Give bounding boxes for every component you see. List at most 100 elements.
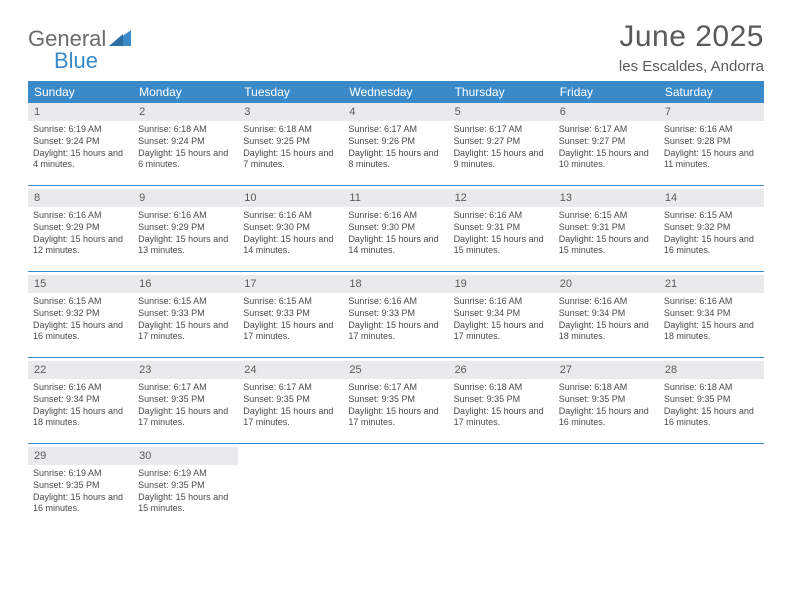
sunset-line: Sunset: 9:35 PM: [243, 394, 338, 406]
sunset-line: Sunset: 9:35 PM: [559, 394, 654, 406]
day-cell: 29Sunrise: 6:19 AMSunset: 9:35 PMDayligh…: [28, 447, 133, 529]
daylight-line: Daylight: 15 hours and 16 minutes.: [664, 234, 759, 257]
sunrise-line: Sunrise: 6:16 AM: [559, 296, 654, 308]
daylight-line: Daylight: 15 hours and 12 minutes.: [33, 234, 128, 257]
day-body: Sunrise: 6:19 AMSunset: 9:35 PMDaylight:…: [133, 465, 238, 520]
sunrise-line: Sunrise: 6:16 AM: [664, 124, 759, 136]
sunset-line: Sunset: 9:35 PM: [348, 394, 443, 406]
day-number: 27: [554, 361, 659, 379]
sunrise-line: Sunrise: 6:19 AM: [33, 468, 128, 480]
day-cell: 23Sunrise: 6:17 AMSunset: 9:35 PMDayligh…: [133, 361, 238, 443]
daylight-line: Daylight: 15 hours and 17 minutes.: [348, 320, 443, 343]
day-number: 28: [659, 361, 764, 379]
sunset-line: Sunset: 9:24 PM: [33, 136, 128, 148]
sunset-line: Sunset: 9:34 PM: [559, 308, 654, 320]
day-body: Sunrise: 6:16 AMSunset: 9:30 PMDaylight:…: [238, 207, 343, 262]
sunrise-line: Sunrise: 6:16 AM: [243, 210, 338, 222]
logo-text-2: Blue: [54, 48, 98, 74]
day-body: Sunrise: 6:16 AMSunset: 9:33 PMDaylight:…: [343, 293, 448, 348]
day-cell: 24Sunrise: 6:17 AMSunset: 9:35 PMDayligh…: [238, 361, 343, 443]
day-number: 13: [554, 189, 659, 207]
sunrise-line: Sunrise: 6:17 AM: [348, 382, 443, 394]
daylight-line: Daylight: 15 hours and 17 minutes.: [138, 320, 233, 343]
day-body: Sunrise: 6:18 AMSunset: 9:25 PMDaylight:…: [238, 121, 343, 176]
sunrise-line: Sunrise: 6:18 AM: [454, 382, 549, 394]
day-cell: 6Sunrise: 6:17 AMSunset: 9:27 PMDaylight…: [554, 103, 659, 185]
sunset-line: Sunset: 9:32 PM: [664, 222, 759, 234]
day-number: 23: [133, 361, 238, 379]
sunset-line: Sunset: 9:26 PM: [348, 136, 443, 148]
day-cell: 8Sunrise: 6:16 AMSunset: 9:29 PMDaylight…: [28, 189, 133, 271]
day-number: 15: [28, 275, 133, 293]
day-cell: 14Sunrise: 6:15 AMSunset: 9:32 PMDayligh…: [659, 189, 764, 271]
weekday-header: Tuesday: [238, 81, 343, 103]
weekday-header: Sunday: [28, 81, 133, 103]
sunset-line: Sunset: 9:35 PM: [454, 394, 549, 406]
day-cell: 18Sunrise: 6:16 AMSunset: 9:33 PMDayligh…: [343, 275, 448, 357]
day-cell: 19Sunrise: 6:16 AMSunset: 9:34 PMDayligh…: [449, 275, 554, 357]
sunset-line: Sunset: 9:34 PM: [454, 308, 549, 320]
sunset-line: Sunset: 9:29 PM: [33, 222, 128, 234]
sunrise-line: Sunrise: 6:18 AM: [243, 124, 338, 136]
daylight-line: Daylight: 15 hours and 14 minutes.: [348, 234, 443, 257]
sunrise-line: Sunrise: 6:18 AM: [664, 382, 759, 394]
day-number: 22: [28, 361, 133, 379]
day-number: 21: [659, 275, 764, 293]
daylight-line: Daylight: 15 hours and 16 minutes.: [559, 406, 654, 429]
sunset-line: Sunset: 9:35 PM: [138, 480, 233, 492]
day-number: 17: [238, 275, 343, 293]
weekday-header: Monday: [133, 81, 238, 103]
day-number: 24: [238, 361, 343, 379]
sunset-line: Sunset: 9:30 PM: [243, 222, 338, 234]
sunset-line: Sunset: 9:31 PM: [559, 222, 654, 234]
day-body: Sunrise: 6:19 AMSunset: 9:35 PMDaylight:…: [28, 465, 133, 520]
sunrise-line: Sunrise: 6:17 AM: [138, 382, 233, 394]
daylight-line: Daylight: 15 hours and 16 minutes.: [33, 320, 128, 343]
sunrise-line: Sunrise: 6:18 AM: [138, 124, 233, 136]
sunset-line: Sunset: 9:24 PM: [138, 136, 233, 148]
day-cell: 27Sunrise: 6:18 AMSunset: 9:35 PMDayligh…: [554, 361, 659, 443]
day-body: Sunrise: 6:15 AMSunset: 9:32 PMDaylight:…: [659, 207, 764, 262]
daylight-line: Daylight: 15 hours and 17 minutes.: [348, 406, 443, 429]
day-body: Sunrise: 6:18 AMSunset: 9:35 PMDaylight:…: [659, 379, 764, 434]
daylight-line: Daylight: 15 hours and 17 minutes.: [243, 320, 338, 343]
day-cell: 25Sunrise: 6:17 AMSunset: 9:35 PMDayligh…: [343, 361, 448, 443]
sunrise-line: Sunrise: 6:16 AM: [348, 296, 443, 308]
sunset-line: Sunset: 9:29 PM: [138, 222, 233, 234]
calendar-grid: Sunday Monday Tuesday Wednesday Thursday…: [28, 81, 764, 529]
daylight-line: Daylight: 15 hours and 8 minutes.: [348, 148, 443, 171]
sunset-line: Sunset: 9:33 PM: [243, 308, 338, 320]
day-number: 3: [238, 103, 343, 121]
sunset-line: Sunset: 9:31 PM: [454, 222, 549, 234]
calendar-page: General June 2025 les Escaldes, Andorra …: [0, 0, 792, 552]
day-cell: 7Sunrise: 6:16 AMSunset: 9:28 PMDaylight…: [659, 103, 764, 185]
day-body: Sunrise: 6:16 AMSunset: 9:29 PMDaylight:…: [28, 207, 133, 262]
day-body: Sunrise: 6:16 AMSunset: 9:31 PMDaylight:…: [449, 207, 554, 262]
day-cell: 11Sunrise: 6:16 AMSunset: 9:30 PMDayligh…: [343, 189, 448, 271]
logo-line2: Blue: [54, 48, 98, 74]
week-row: 29Sunrise: 6:19 AMSunset: 9:35 PMDayligh…: [28, 447, 764, 529]
day-cell: 1Sunrise: 6:19 AMSunset: 9:24 PMDaylight…: [28, 103, 133, 185]
day-body: Sunrise: 6:15 AMSunset: 9:33 PMDaylight:…: [238, 293, 343, 348]
logo-triangle-icon: [109, 28, 131, 51]
daylight-line: Daylight: 15 hours and 15 minutes.: [559, 234, 654, 257]
daylight-line: Daylight: 15 hours and 17 minutes.: [138, 406, 233, 429]
day-cell: 16Sunrise: 6:15 AMSunset: 9:33 PMDayligh…: [133, 275, 238, 357]
sunrise-line: Sunrise: 6:19 AM: [33, 124, 128, 136]
daylight-line: Daylight: 15 hours and 14 minutes.: [243, 234, 338, 257]
day-body: Sunrise: 6:18 AMSunset: 9:35 PMDaylight:…: [449, 379, 554, 434]
daylight-line: Daylight: 15 hours and 15 minutes.: [138, 492, 233, 515]
daylight-line: Daylight: 15 hours and 16 minutes.: [33, 492, 128, 515]
sunset-line: Sunset: 9:35 PM: [664, 394, 759, 406]
sunset-line: Sunset: 9:33 PM: [138, 308, 233, 320]
day-number: 9: [133, 189, 238, 207]
day-number: 20: [554, 275, 659, 293]
day-body: Sunrise: 6:16 AMSunset: 9:29 PMDaylight:…: [133, 207, 238, 262]
day-body: Sunrise: 6:17 AMSunset: 9:26 PMDaylight:…: [343, 121, 448, 176]
sunrise-line: Sunrise: 6:15 AM: [33, 296, 128, 308]
weekday-header: Saturday: [659, 81, 764, 103]
day-number: 30: [133, 447, 238, 465]
day-number: 11: [343, 189, 448, 207]
day-cell: 28Sunrise: 6:18 AMSunset: 9:35 PMDayligh…: [659, 361, 764, 443]
sunrise-line: Sunrise: 6:17 AM: [348, 124, 443, 136]
